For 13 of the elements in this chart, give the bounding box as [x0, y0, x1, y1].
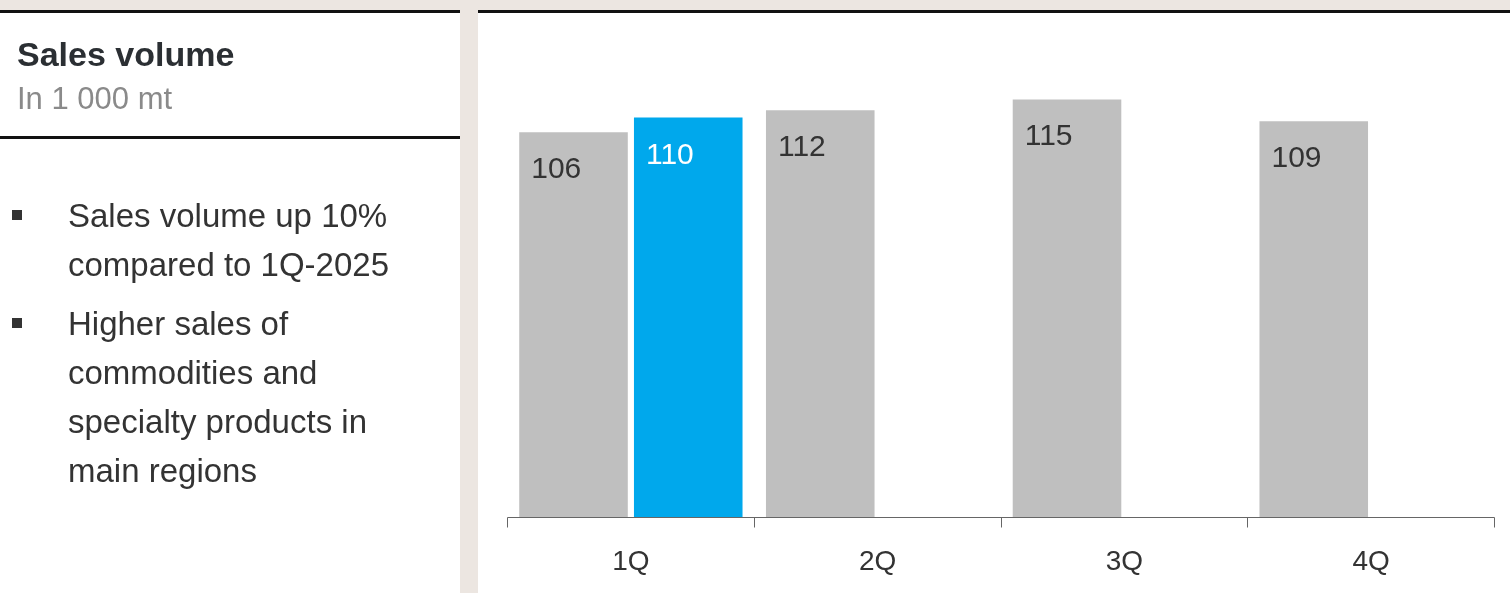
- x-tick-label: 2Q: [858, 544, 897, 576]
- text: In 1 000 mt: [17, 81, 173, 117]
- text: Sales volume up 10% compared to 1Q-2025: [68, 196, 391, 285]
- x-tick-label: 4Q: [1352, 544, 1390, 576]
- data-label: 110: [645, 136, 694, 170]
- data-label: 106: [531, 151, 582, 185]
- text: Sales volume: [17, 34, 235, 74]
- data-label: 112: [777, 129, 826, 163]
- x-tick-label: 3Q: [1105, 544, 1144, 576]
- x-tick-label: 1Q: [612, 544, 650, 576]
- text: Higher sales of commodities and specialty products in main regions: [68, 304, 368, 491]
- data-label: 115: [1024, 118, 1073, 152]
- data-label: 109: [1271, 140, 1322, 174]
